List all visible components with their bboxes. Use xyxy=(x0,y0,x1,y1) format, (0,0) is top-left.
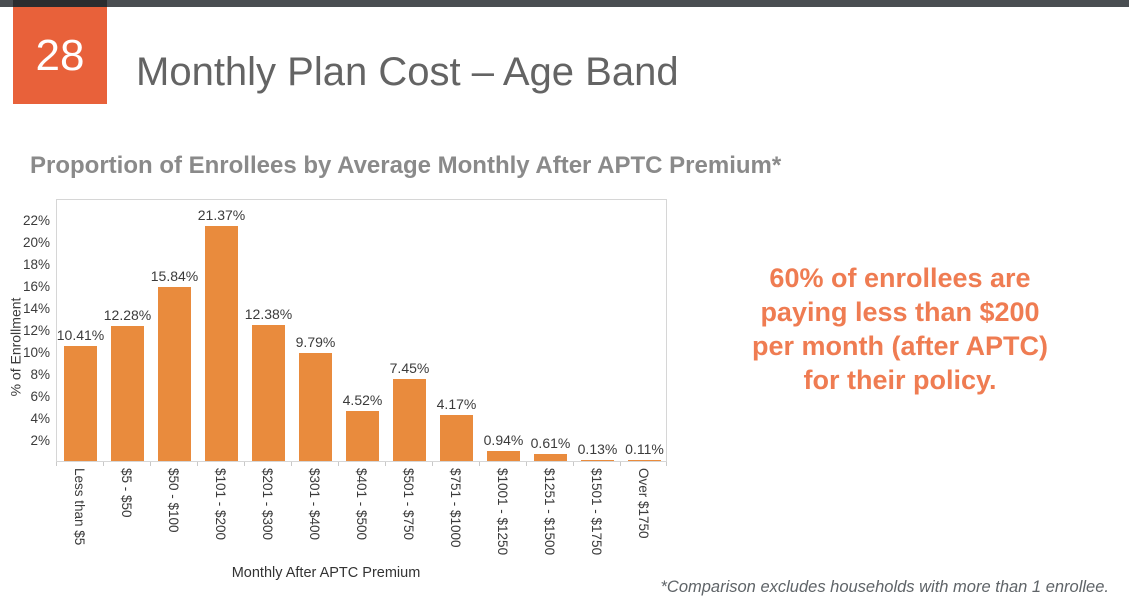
x-tick-label: $101 - $200 xyxy=(213,468,228,541)
y-tick-label: 10% xyxy=(22,344,50,360)
x-tick-label: $1251 - $1500 xyxy=(542,468,557,556)
bar xyxy=(628,460,661,461)
x-slot: $401 - $500 xyxy=(338,468,385,568)
x-tick-label: $301 - $400 xyxy=(307,468,322,541)
bar xyxy=(64,346,97,461)
footnote: *Comparison excludes households with mor… xyxy=(660,578,1109,596)
x-slot: $1251 - $1500 xyxy=(526,468,573,568)
y-tick-label: 2% xyxy=(30,433,50,448)
x-slot: $501 - $750 xyxy=(385,468,432,568)
y-tick-label: 18% xyxy=(22,256,50,272)
bar-value-label: 9.79% xyxy=(295,334,336,350)
y-tick-label: 20% xyxy=(22,234,50,250)
x-slot: $301 - $400 xyxy=(291,468,338,568)
slide-title: Monthly Plan Cost – Age Band xyxy=(136,50,679,94)
bar-value-label: 12.38% xyxy=(244,306,293,322)
x-tick-mark xyxy=(197,462,198,466)
slide-number: 28 xyxy=(35,30,85,80)
x-tick-label: $50 - $100 xyxy=(166,468,181,533)
y-tick-label: 22% xyxy=(22,212,50,228)
bar-value-label: 0.61% xyxy=(530,435,571,451)
bar-value-label: 0.13% xyxy=(577,441,618,457)
x-axis-title: Monthly After APTC Premium xyxy=(231,565,421,581)
x-tick-label: $401 - $500 xyxy=(354,468,369,541)
y-tick-label: 4% xyxy=(30,410,50,426)
top-strip xyxy=(0,0,1129,7)
x-tick-mark xyxy=(150,462,151,466)
y-axis: 2% 4% 6% 8% 10% 12% 14% 16% 18% 20% 22% xyxy=(0,199,50,462)
bar xyxy=(487,451,520,461)
callout-line: for their policy. xyxy=(803,365,997,395)
bar-value-label: 21.37% xyxy=(197,207,246,223)
y-tick-label: 8% xyxy=(30,366,50,382)
bar xyxy=(393,379,426,461)
x-tick-mark xyxy=(666,462,667,466)
x-slot: $101 - $200 xyxy=(197,468,244,568)
bar-value-label: 12.28% xyxy=(103,307,152,323)
x-tick-mark xyxy=(526,462,527,466)
x-tick-label: $1001 - $1250 xyxy=(495,468,510,556)
x-tick-mark xyxy=(573,462,574,466)
plot-area: 10.41% 12.28% 15.84% 21.37% 12.38% 9.79% 4.52%… xyxy=(56,199,667,462)
slide-number-box: 28 xyxy=(13,7,107,104)
callout-line: per month (after APTC) xyxy=(752,331,1048,361)
bar xyxy=(534,454,567,461)
bar-value-label: 10.41% xyxy=(56,327,105,343)
bar xyxy=(346,411,379,461)
x-tick-label: $501 - $750 xyxy=(401,468,416,541)
x-tick-mark xyxy=(479,462,480,466)
callout-line: 60% of enrollees are xyxy=(769,263,1031,293)
bar xyxy=(205,226,238,461)
bar xyxy=(440,415,473,461)
y-tick-label: 6% xyxy=(30,388,50,404)
x-slot: Less than $5 xyxy=(56,468,103,568)
bar xyxy=(158,287,191,461)
x-tick-mark xyxy=(103,462,104,466)
x-tick-mark xyxy=(291,462,292,466)
x-tick-mark xyxy=(338,462,339,466)
x-tick-label: Over $1750 xyxy=(636,468,651,539)
x-tick-label: $5 - $50 xyxy=(119,468,134,518)
x-tick-mark xyxy=(56,462,57,466)
x-slot: $5 - $50 xyxy=(103,468,150,568)
x-tick-mark xyxy=(432,462,433,466)
callout-line: paying less than $200 xyxy=(760,297,1040,327)
bar xyxy=(299,353,332,461)
x-axis: Less than $5 $5 - $50 $50 - $100 $101 - $20… xyxy=(56,462,667,570)
x-tick-mark xyxy=(244,462,245,466)
top-strip-accent xyxy=(13,0,107,7)
x-tick-mark xyxy=(620,462,621,466)
y-tick-label: 12% xyxy=(22,322,50,338)
bar-value-label: 7.45% xyxy=(389,360,430,376)
bar-value-label: 15.84% xyxy=(150,268,199,284)
bar-value-label: 0.94% xyxy=(483,432,524,448)
bar xyxy=(111,326,144,461)
bar-value-label: 4.52% xyxy=(342,392,383,408)
x-slot: $751 - $1000 xyxy=(432,468,479,568)
x-slot: $1501 - $1750 xyxy=(573,468,620,568)
y-tick-label: 14% xyxy=(22,300,50,316)
x-tick-label: $1501 - $1750 xyxy=(589,468,604,556)
bar-value-label: 4.17% xyxy=(436,396,477,412)
x-slot: $201 - $300 xyxy=(244,468,291,568)
bar xyxy=(581,460,614,461)
bar xyxy=(252,325,285,461)
x-tick-label: Less than $5 xyxy=(72,468,87,546)
bar-value-label: 0.11% xyxy=(625,441,664,457)
x-tick-label: $201 - $300 xyxy=(260,468,275,541)
x-slot: $50 - $100 xyxy=(150,468,197,568)
x-slot: $1001 - $1250 xyxy=(479,468,526,568)
x-tick-mark xyxy=(385,462,386,466)
x-tick-label: $751 - $1000 xyxy=(448,468,463,548)
x-slot: Over $1750 xyxy=(620,468,667,568)
y-tick-label: 16% xyxy=(22,278,50,294)
callout-text: 60% of enrollees are paying less than $2… xyxy=(705,261,1095,397)
chart-title: Proportion of Enrollees by Average Month… xyxy=(30,152,782,179)
